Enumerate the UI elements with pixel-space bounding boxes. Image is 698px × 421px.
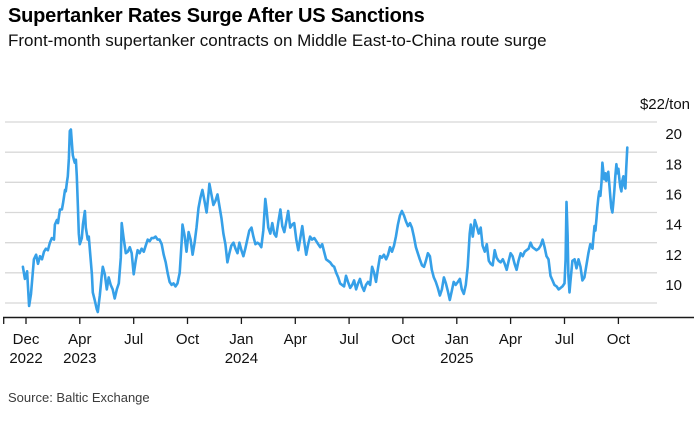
- y-tick-label: 12: [665, 247, 682, 264]
- x-tick-label: Jul: [124, 331, 143, 348]
- rate-line: [21, 128, 629, 314]
- x-tick-label-year: 2024: [225, 350, 258, 367]
- x-tick-label: Apr: [68, 331, 91, 348]
- x-tick-label: Apr: [499, 331, 522, 348]
- x-tick-label: Jan: [445, 331, 469, 348]
- y-tick-label: 16: [665, 187, 682, 204]
- x-tick-label: Jul: [555, 331, 574, 348]
- y-tick-label: 18: [665, 156, 682, 173]
- x-tick-label: Oct: [607, 331, 631, 348]
- x-tick-label: Apr: [284, 331, 307, 348]
- chart-title: Supertanker Rates Surge After US Sanctio…: [8, 5, 425, 27]
- x-tick-label-year: 2025: [440, 350, 473, 367]
- x-tick-label: Dec: [13, 331, 40, 348]
- x-tick-label: Jul: [340, 331, 359, 348]
- x-tick-label: Jan: [229, 331, 253, 348]
- y-tick-label: 14: [665, 217, 682, 234]
- source-label: Source: Baltic Exchange: [8, 390, 150, 405]
- x-tick-label: Oct: [391, 331, 415, 348]
- y-tick-label: 20: [665, 126, 682, 143]
- x-tick-label-year: 2022: [9, 350, 42, 367]
- x-tick-label: Oct: [176, 331, 200, 348]
- chart-subtitle: Front-month supertanker contracts on Mid…: [8, 31, 547, 50]
- x-tick-label-year: 2023: [63, 350, 96, 367]
- y-axis-unit-label: $22/ton: [640, 96, 690, 113]
- y-tick-label: 10: [665, 277, 682, 294]
